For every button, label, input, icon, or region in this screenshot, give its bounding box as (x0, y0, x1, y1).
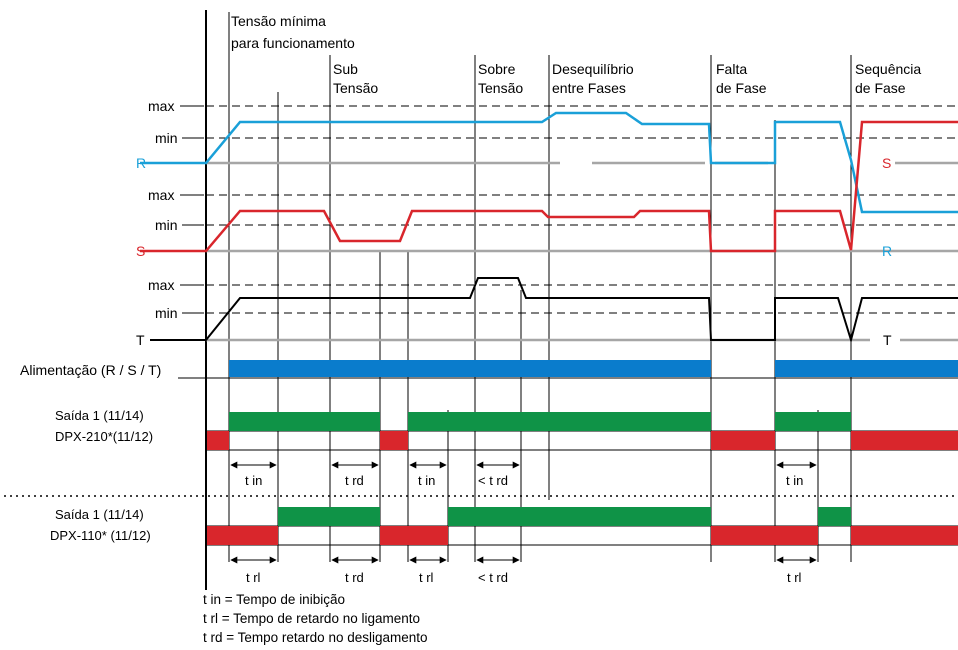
dpx210-outputs (206, 412, 958, 451)
inline-t-label: T (883, 332, 892, 348)
event-loss-l1: Falta (716, 61, 747, 77)
phase-s-waveform (140, 120, 958, 253)
out2-model-label: DPX-110* (11/12) (50, 528, 151, 543)
t-max-label: max (148, 277, 174, 293)
inline-r-label: R (882, 243, 892, 259)
phase-t-waveform (150, 277, 958, 344)
dpx110-timers: t rl t rd t rl < t rd t rl (230, 556, 817, 585)
timer-t-rd-2: t rd (345, 570, 364, 585)
s-min-label: min (155, 217, 178, 233)
event-over-l1: Sobre (478, 61, 516, 77)
timer-t-rl-3: t rl (787, 570, 802, 585)
event-over-l2: Tensão (478, 80, 523, 96)
event-under-l2: Tensão (333, 80, 378, 96)
event-seq-l2: de Fase (855, 80, 906, 96)
supply-bar (206, 360, 958, 379)
out2-top-label: Saída 1 (11/14) (55, 507, 144, 522)
legend-line-2: t rl = Tempo de retardo no ligamento (203, 611, 420, 626)
phase-r-waveform (140, 111, 958, 214)
threshold-lines (206, 105, 958, 314)
timer-t-in-1: t in (245, 473, 262, 488)
r-max-label: max (148, 98, 174, 114)
event-loss-l2: de Fase (716, 80, 767, 96)
supply-label: Alimentação (R / S / T) (20, 362, 161, 378)
event-labels: Tensão mínima para funcionamento Sub Ten… (231, 13, 921, 96)
timer-t-rl-2: t rl (419, 570, 434, 585)
legend: t in = Tempo de inibição t rl = Tempo de… (203, 592, 428, 645)
timer-t-rl-1: t rl (246, 570, 261, 585)
event-unbal-l2: entre Fases (552, 80, 626, 96)
legend-line-1: t in = Tempo de inibição (203, 592, 345, 607)
timer-t-in-2: t in (418, 473, 435, 488)
timer-lt-rd-2: < t rd (478, 570, 508, 585)
out1-model-label: DPX-210*(11/12) (55, 429, 153, 444)
s-max-label: max (148, 187, 174, 203)
legend-line-3: t rd = Tempo retardo no desligamento (203, 630, 428, 645)
phase-t-label: T (136, 332, 145, 348)
event-min-voltage-l1: Tensão mínima (231, 13, 326, 29)
timer-t-rd-1: t rd (345, 473, 364, 488)
event-seq-l1: Sequência (855, 61, 921, 77)
threshold-labels: max min max min max min (148, 98, 204, 321)
timer-lt-rd-1: < t rd (478, 473, 508, 488)
dpx110-outputs (206, 507, 958, 546)
event-under-l1: Sub (333, 61, 358, 77)
inline-s-label: S (882, 155, 891, 171)
t-min-label: min (155, 305, 178, 321)
event-unbal-l1: Desequilíbrio (552, 61, 634, 77)
r-min-label: min (155, 130, 178, 146)
out1-top-label: Saída 1 (11/14) (55, 408, 144, 423)
dpx210-timers: t in t rd t in < t rd t in (230, 461, 817, 488)
event-min-voltage-l2: para funcionamento (231, 35, 355, 51)
timer-t-in-3: t in (786, 473, 803, 488)
